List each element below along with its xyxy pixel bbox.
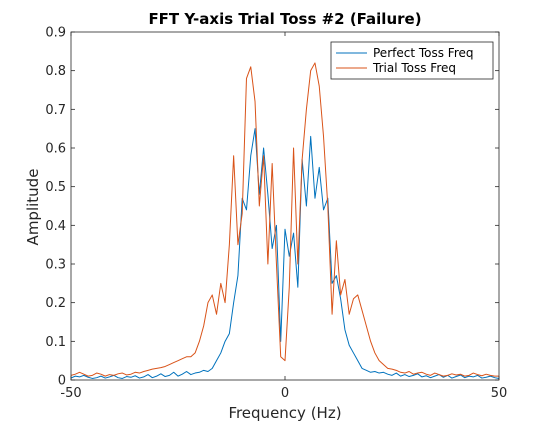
y-tick-label: 0.6	[45, 142, 66, 157]
x-tick-label: 0	[281, 386, 289, 401]
plot-background	[71, 32, 499, 380]
y-tick-label: 0.5	[45, 180, 66, 195]
y-axis-label: Amplitude	[24, 169, 42, 246]
y-tick-label: 0.9	[45, 26, 66, 41]
x-tick-label: 50	[491, 386, 508, 401]
y-tick-label: 0.3	[45, 258, 66, 273]
y-tick-label: 0.4	[45, 219, 66, 234]
y-tick-label: 0.7	[45, 103, 66, 118]
plot-area	[71, 32, 499, 380]
legend-label: Perfect Toss Freq	[373, 46, 474, 60]
y-tick-label: 0.2	[45, 296, 66, 311]
chart-title: FFT Y-axis Trial Toss #2 (Failure)	[148, 10, 421, 28]
legend-label: Trial Toss Freq	[372, 61, 456, 75]
x-axis-label: Frequency (Hz)	[228, 404, 341, 422]
y-tick-label: 0.1	[45, 335, 66, 350]
x-tick-label: -50	[60, 386, 81, 401]
y-tick-label: 0.8	[45, 64, 66, 79]
